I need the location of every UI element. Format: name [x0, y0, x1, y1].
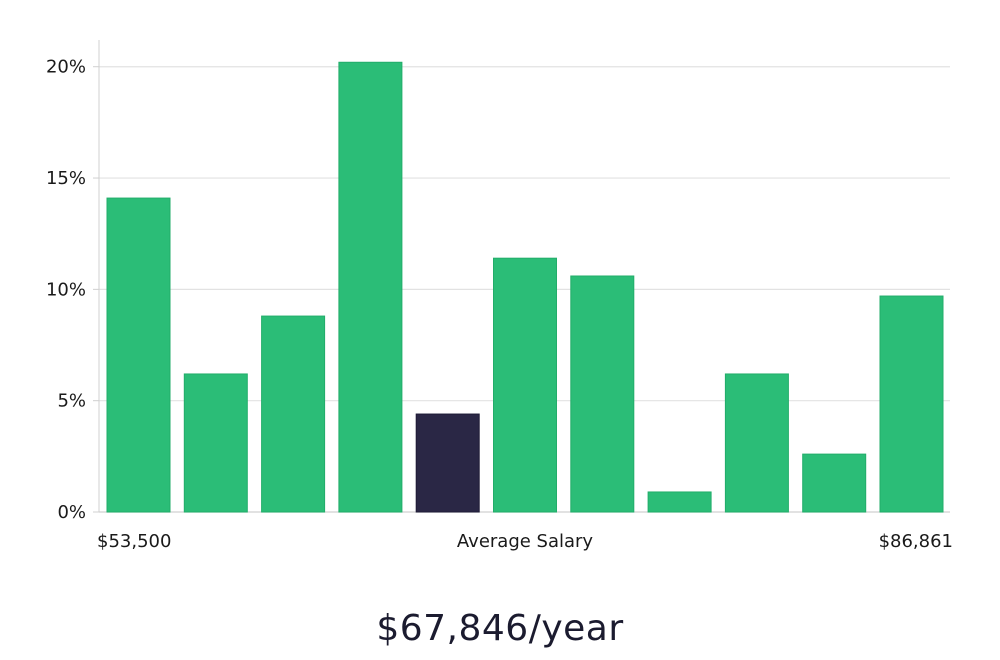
bar	[879, 295, 944, 513]
x-max-label: $86,861	[879, 531, 953, 552]
bar-average-salary	[415, 413, 480, 513]
y-tick-label: 10%	[46, 279, 86, 300]
average-salary-value: $67,846/year	[376, 608, 624, 649]
bar	[802, 453, 867, 513]
bar	[106, 197, 171, 513]
bar	[261, 315, 326, 513]
bar	[724, 373, 789, 513]
y-tick-label: 0%	[57, 502, 86, 523]
y-tick-label: 20%	[46, 57, 86, 78]
bar	[570, 275, 635, 513]
x-min-label: $53,500	[97, 531, 171, 552]
salary-histogram-chart: 0% 5% 10% 15% 20% $53,500 Average Salary $86…	[46, 40, 953, 552]
x-center-label: Average Salary	[457, 531, 594, 552]
bar	[183, 373, 248, 513]
bar	[647, 491, 712, 513]
bar	[493, 257, 557, 513]
y-tick-label: 5%	[57, 391, 86, 412]
bars	[106, 61, 944, 513]
y-tick-label: 15%	[46, 168, 86, 189]
bar	[338, 61, 403, 513]
y-tick-labels: 0% 5% 10% 15% 20%	[46, 57, 86, 523]
